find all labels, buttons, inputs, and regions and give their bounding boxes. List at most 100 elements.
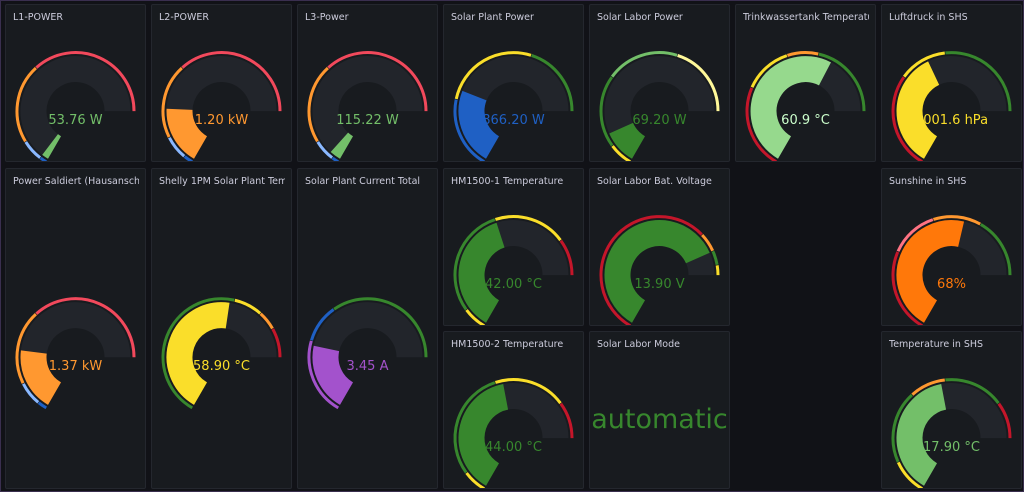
panel-l1-power[interactable]: L1-POWER 53.76 W xyxy=(5,4,146,162)
gauge-fill xyxy=(20,350,62,405)
gauge-value: 42.00 °C xyxy=(485,277,542,293)
threshold-segment xyxy=(610,51,678,78)
threshold-segment xyxy=(494,215,562,242)
panel-title: Trinkwassertank Temperatur xyxy=(743,12,869,23)
panel-sunshine[interactable]: Sunshine in SHS 68% xyxy=(881,168,1022,326)
threshold-segment xyxy=(745,87,778,161)
threshold-segment xyxy=(310,308,335,341)
panel-solar-plant-power[interactable]: Solar Plant Power 866.20 W xyxy=(443,4,584,162)
panel-solar-labor-power[interactable]: Solar Labor Power 69.20 W xyxy=(589,4,730,162)
gauge xyxy=(15,297,136,410)
threshold-segment xyxy=(271,328,282,358)
gauge-value: 17.90 °C xyxy=(923,440,980,456)
gauge-fill xyxy=(458,222,506,323)
gauge-fill xyxy=(42,134,62,159)
stat-value: automatic xyxy=(591,404,728,435)
panel-title: Solar Labor Bat. Voltage xyxy=(597,176,712,187)
gauge-fill xyxy=(750,56,831,159)
gauge-value: 1.20 kW xyxy=(194,113,249,129)
threshold-segment xyxy=(902,51,945,78)
gauge-fill xyxy=(330,132,354,159)
gauge-value: 1001.6 hPa xyxy=(914,113,989,129)
threshold-segment xyxy=(786,51,819,57)
panel-title: Solar Plant Power xyxy=(451,12,534,23)
gauge-value: 1.37 kW xyxy=(48,359,103,375)
panel-title: Solar Labor Mode xyxy=(597,339,680,350)
threshold-segment xyxy=(494,378,562,405)
threshold-segment xyxy=(15,313,37,384)
panel-hm1500-1-temperature[interactable]: HM1500-1 Temperature 42.00 °C xyxy=(443,168,584,326)
gauge-value: 13.90 V xyxy=(634,277,685,293)
gauge xyxy=(307,297,428,410)
threshold-segment xyxy=(161,66,183,138)
threshold-segment xyxy=(701,234,715,252)
threshold-segment xyxy=(454,51,532,100)
threshold-segment xyxy=(891,251,924,325)
gauge-fill xyxy=(604,220,710,323)
panel-l3-power[interactable]: L3-Power 115.22 W xyxy=(297,4,438,162)
panel-title: Luftdruck in SHS xyxy=(889,12,968,23)
threshold-segment xyxy=(891,76,924,161)
panel-temperature-shs[interactable]: Temperature in SHS 17.90 °C xyxy=(881,331,1022,489)
panel-bat-voltage[interactable]: Solar Labor Bat. Voltage 13.90 V xyxy=(589,168,730,326)
gauge-value: 53.76 W xyxy=(48,113,103,129)
threshold-segment xyxy=(531,54,574,112)
threshold-segment xyxy=(35,51,136,112)
threshold-segment xyxy=(711,250,719,266)
gauge-value: 44.00 °C xyxy=(485,440,542,456)
panel-title: Solar Labor Power xyxy=(597,12,683,23)
threshold-segment xyxy=(599,215,703,325)
threshold-segment xyxy=(327,51,428,112)
gauge-value: 58.90 °C xyxy=(193,359,250,375)
threshold-segment xyxy=(168,136,186,158)
threshold-segment xyxy=(333,297,428,358)
threshold-segment xyxy=(307,340,340,410)
panel-title: HM1500-2 Temperature xyxy=(451,339,564,350)
panel-l2-power[interactable]: L2-POWER 1.20 kW xyxy=(151,4,292,162)
gauge xyxy=(161,297,282,410)
threshold-segment xyxy=(677,54,720,112)
gauge xyxy=(15,51,136,161)
threshold-segment xyxy=(599,76,614,147)
threshold-segment xyxy=(453,381,496,474)
threshold-segment xyxy=(331,156,340,161)
threshold-segment xyxy=(234,298,262,315)
threshold-segment xyxy=(307,66,329,143)
gauge xyxy=(599,51,720,161)
panel-luftdruck[interactable]: Luftdruck in SHS 1001.6 hPa xyxy=(881,4,1022,162)
panel-hm1500-2-temperature[interactable]: HM1500-2 Temperature 44.00 °C xyxy=(443,331,584,489)
threshold-segment xyxy=(559,239,574,276)
panel-title: L1-POWER xyxy=(13,12,63,23)
gauge-fill xyxy=(166,108,208,159)
panel-power-saldiert[interactable]: Power Saldiert (Hausanschluss) 1.37 kW xyxy=(5,168,146,489)
gauge xyxy=(453,51,574,161)
panel-solar-plant-current[interactable]: Solar Plant Current Total 3.45 A xyxy=(297,168,438,489)
threshold-segment xyxy=(39,156,48,161)
panel-trinkwassertank-temperatur[interactable]: Trinkwassertank Temperatur 60.9 °C xyxy=(735,4,876,162)
panel-shelly-temperature[interactable]: Shelly 1PM Solar Plant Temperature 58.90… xyxy=(151,168,292,489)
threshold-segment xyxy=(750,54,788,88)
gauge xyxy=(745,51,866,161)
panel-solar-labor-mode[interactable]: Solar Labor Mode automatic xyxy=(589,331,730,489)
gauge-value: 69.20 W xyxy=(632,113,687,129)
threshold-segment xyxy=(183,155,194,161)
gauge xyxy=(453,215,574,325)
gauge-value: 3.45 A xyxy=(346,359,389,375)
gauge xyxy=(891,51,1012,161)
gauge-fill xyxy=(458,90,500,159)
panel-title: Power Saldiert (Hausanschluss) xyxy=(13,176,139,187)
threshold-segment xyxy=(15,66,37,143)
threshold-segment xyxy=(453,99,486,161)
panel-title: HM1500-1 Temperature xyxy=(451,176,564,187)
threshold-segment xyxy=(945,378,1000,405)
gauge-fill xyxy=(896,61,940,159)
panel-title: Solar Plant Current Total xyxy=(305,176,421,187)
gauge-fill xyxy=(312,345,354,405)
threshold-segment xyxy=(891,393,913,463)
threshold-segment xyxy=(22,383,40,404)
gauge xyxy=(891,215,1012,325)
gauge-fill xyxy=(896,220,965,323)
gauge xyxy=(453,378,574,488)
panel-title: L2-POWER xyxy=(159,12,209,23)
